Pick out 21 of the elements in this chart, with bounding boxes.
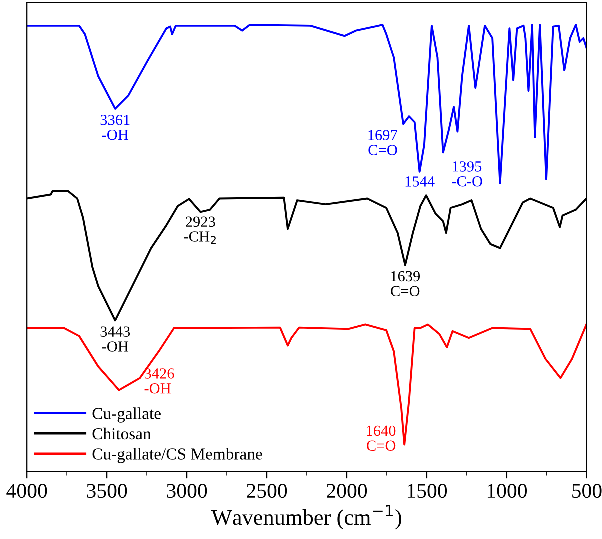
x-tick-label: 1000 bbox=[488, 484, 528, 498]
annotation: 1544 bbox=[406, 176, 435, 187]
legend-label: Chitosan bbox=[92, 428, 152, 440]
x-tick-label: 2000 bbox=[327, 484, 368, 498]
x-tick-label: 500 bbox=[572, 484, 602, 498]
annotation: 3443 -OH bbox=[100, 326, 130, 352]
annotation: 3426 -OH bbox=[144, 368, 174, 394]
x-tick-label: 2500 bbox=[247, 484, 288, 498]
x-tick-label: 4000 bbox=[6, 484, 48, 498]
annotation: 3361 -OH bbox=[100, 115, 130, 140]
x-axis-title: Wavenumber (cm$^{−1}$) bbox=[211, 505, 402, 530]
legend-label: Cu-gallate/CS Membrane bbox=[92, 448, 262, 464]
annotation: 1697 C=O bbox=[368, 130, 398, 156]
x-tick-label: 1500 bbox=[408, 484, 448, 498]
annotation: 1395 -C-O bbox=[452, 162, 482, 187]
annotation: 1639 C=O bbox=[391, 271, 420, 297]
legend-label: Cu-gallate bbox=[92, 408, 161, 423]
x-tick-label: 3500 bbox=[87, 484, 128, 498]
annotation: 2923 -CH$_{2}$ bbox=[184, 216, 216, 244]
annotation: 1640 C=O bbox=[367, 426, 396, 452]
x-tick-label: 3000 bbox=[167, 484, 208, 498]
